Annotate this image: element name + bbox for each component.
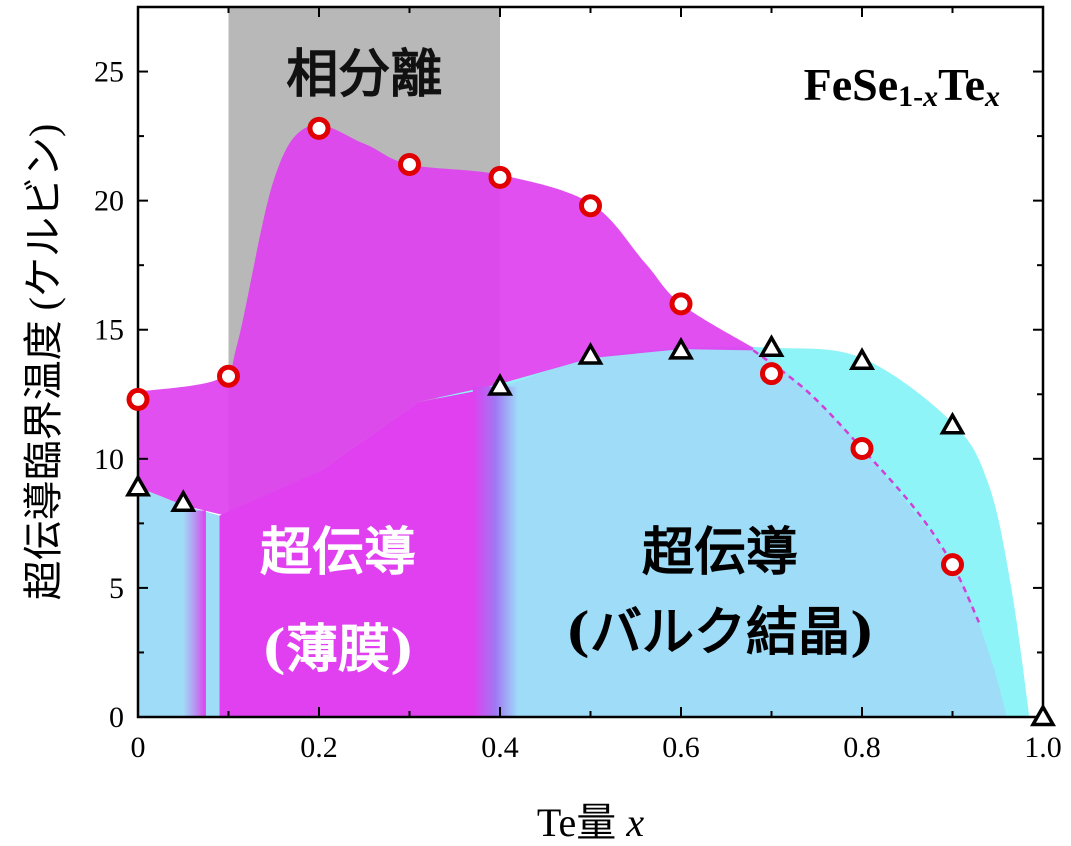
tc-bulk-point (758, 334, 785, 358)
right-blend-strip (472, 386, 519, 717)
tc-bulk-point (667, 336, 695, 360)
y-tick-label: 5 (109, 572, 124, 605)
formula-sub1: 1- (898, 80, 923, 113)
x-tick-label: 0.4 (481, 731, 519, 764)
bulk-label-line2: (バルク結晶) (565, 602, 874, 663)
tc-film-point (398, 152, 421, 176)
x-tick-label: 0.6 (662, 731, 700, 764)
thin-film-lower-region (219, 386, 500, 717)
tc-bulk-point (170, 489, 197, 512)
shaded-regions (138, 7, 1030, 717)
phase-separation-label: 相分離 (286, 44, 442, 105)
axes: 0 0.2 0.4 0.6 0.8 1.0 0 5 10 15 20 25 (94, 5, 1062, 764)
tc-film-point (126, 387, 150, 411)
x-tick-label: 0.2 (300, 731, 338, 764)
tc-film-point (941, 553, 964, 577)
left-bulk-region (138, 487, 220, 717)
x-tick-label: 0.8 (843, 731, 881, 764)
tc-film-point (488, 165, 512, 189)
tc-bulk-point (577, 342, 604, 365)
y-tick-label: 15 (94, 314, 124, 347)
tc-bulk-point (1029, 703, 1057, 727)
x-axis-title-text: Te量 (537, 800, 626, 845)
y-tick-label: 20 (94, 185, 124, 218)
x-axis-title: Te量 x (537, 800, 644, 845)
x-axis-title-var: x (625, 800, 644, 845)
formula-sub2: x (984, 80, 1000, 113)
tc-film-point (579, 194, 602, 218)
data-markers (124, 116, 1057, 727)
y-tick-label: 10 (94, 443, 124, 476)
tc-film-point (850, 436, 874, 460)
tc-film-point (760, 362, 783, 386)
y-tick-label: 0 (109, 701, 124, 734)
tc-bulk-point (124, 473, 152, 497)
left-blend-strip (183, 510, 206, 717)
x-tick-label: 1.0 (1024, 731, 1062, 764)
tc-bulk-point (848, 347, 876, 370)
bulk-label-line1: 超伝導 (642, 522, 798, 583)
bulk-superconductivity-region (418, 346, 1007, 717)
x-tick-label: 0 (131, 731, 146, 764)
tc-bulk-point (486, 373, 514, 396)
y-axis-title: 超伝導臨界温度 (ケルビン) (21, 124, 66, 601)
tc-film-point (217, 364, 240, 388)
thin-film-label-line1: 超伝導 (260, 522, 416, 583)
tc-film-point (669, 292, 693, 316)
formula-mid: Te (938, 59, 985, 110)
formula-subvar: x (922, 80, 938, 113)
compound-formula: FeSe1-xTex (804, 59, 1000, 113)
tc-bulk-point (939, 411, 966, 435)
formula-base: FeSe (804, 59, 899, 110)
thin-film-superconductivity-region (138, 124, 754, 521)
y-tick-label: 25 (94, 56, 124, 89)
thin-film-label-line2: (薄膜) (261, 619, 414, 680)
tc-film-point (307, 116, 331, 140)
